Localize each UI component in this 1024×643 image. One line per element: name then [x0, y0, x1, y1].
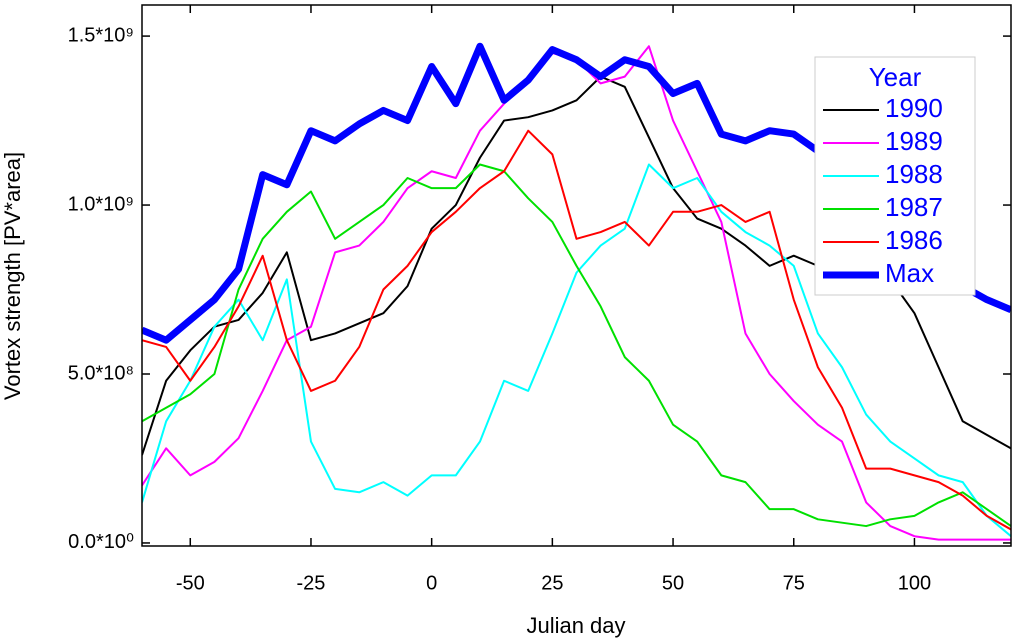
legend-label: 1988 — [885, 159, 943, 189]
y-tick-label: 5.0*10⁸ — [68, 362, 134, 384]
legend-title: Year — [869, 62, 922, 92]
series-line — [142, 163, 1011, 537]
legend-label: 1990 — [885, 93, 943, 123]
x-tick-label: 25 — [541, 572, 563, 594]
x-axis-label: Julian day — [526, 613, 625, 638]
legend-label: 1986 — [885, 225, 943, 255]
y-tick-label: 1.0*10⁹ — [68, 193, 134, 215]
x-tick-label: -50 — [176, 572, 205, 594]
series-line — [142, 129, 1011, 531]
legend-label: 1987 — [885, 192, 943, 222]
x-tick-label: -25 — [297, 572, 326, 594]
x-tick-label: 100 — [898, 572, 931, 594]
x-tick-label: 50 — [662, 572, 684, 594]
y-tick-label: 0.0*10⁰ — [68, 531, 134, 553]
series-line — [142, 163, 1011, 528]
legend-label: 1989 — [885, 126, 943, 156]
legend-label: Max — [885, 258, 934, 288]
x-tick-label: 75 — [783, 572, 805, 594]
y-axis-label: Vortex strength [PV*area] — [0, 152, 25, 400]
y-tick-label: 1.5*10⁹ — [68, 24, 134, 46]
plot-frame — [141, 4, 1012, 547]
x-tick-label: 0 — [426, 572, 437, 594]
